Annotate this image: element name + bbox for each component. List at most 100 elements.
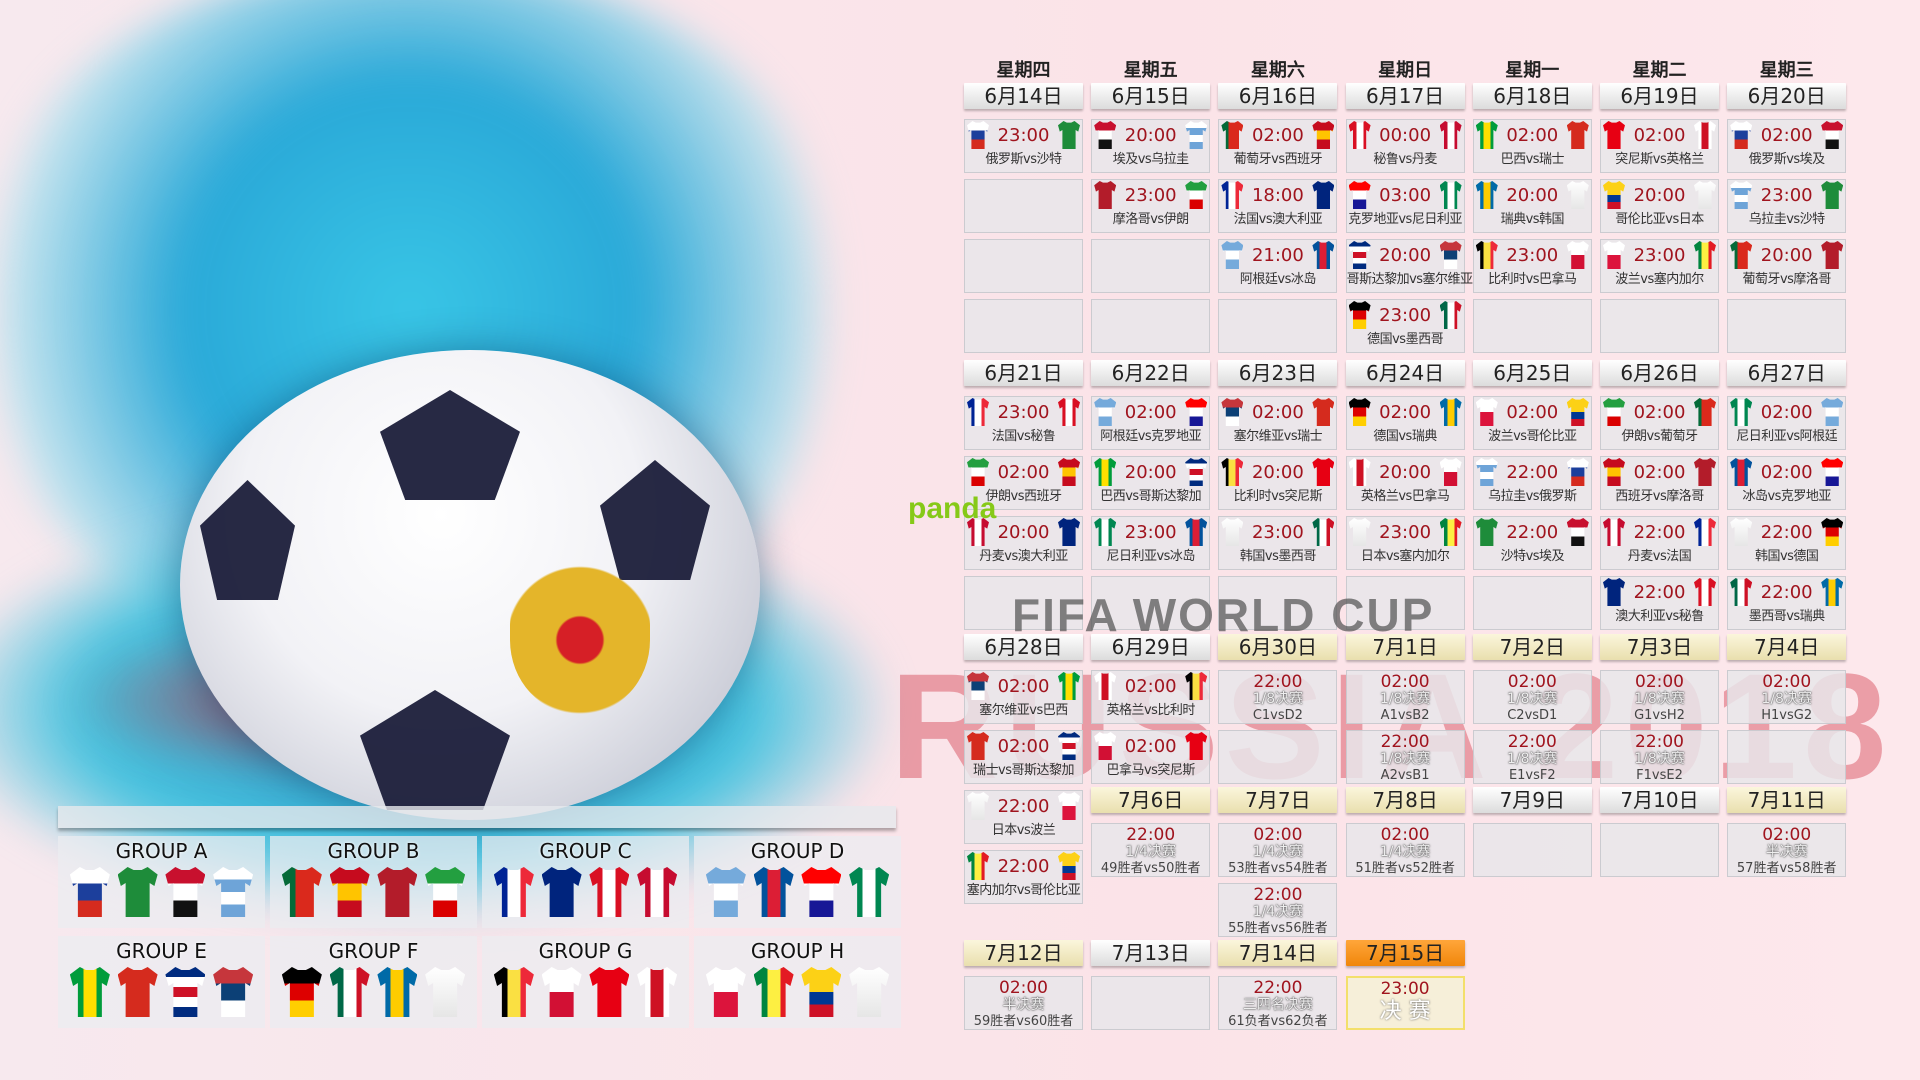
match-cell[interactable]: 02:00 1/4决赛 53胜者vs54胜者 — [1218, 823, 1338, 877]
match-cell[interactable]: 22:00 1/8决赛 C1vsD2 — [1218, 670, 1338, 724]
match-row: 20:00 — [965, 517, 1082, 547]
team-shirt-icon — [1312, 181, 1335, 209]
match-cell[interactable]: 23:00 德国vs墨西哥 — [1345, 299, 1465, 353]
match-cell[interactable]: 20:00 丹麦vs澳大利亚 — [964, 516, 1083, 570]
match-cell[interactable]: 02:00 巴西vs瑞士 — [1472, 119, 1592, 173]
match-cell[interactable]: 23:00 乌拉圭vs沙特 — [1727, 179, 1847, 233]
match-cell[interactable]: 02:00 伊朗vs葡萄牙 — [1600, 396, 1719, 450]
match-cell[interactable]: 23:00 决 赛 — [1345, 976, 1465, 1030]
match-cell[interactable]: 22:00 沙特vs埃及 — [1472, 516, 1592, 570]
empty-slot — [1600, 299, 1719, 353]
match-cell[interactable]: 22:00 1/4决赛 49胜者vs50胜者 — [1091, 823, 1211, 877]
team-shirt-icon — [1348, 518, 1371, 546]
match-teams: 俄罗斯vs埃及 — [1748, 152, 1825, 167]
match-cell[interactable]: 02:00 德国vs瑞典 — [1345, 396, 1465, 450]
empty-slot — [964, 179, 1083, 233]
match-cell[interactable]: 22:00 1/8决赛 F1vsE2 — [1600, 730, 1719, 784]
team-shirt-icon — [281, 867, 322, 917]
match-cell[interactable]: 02:00 波兰vs哥伦比亚 — [1472, 396, 1592, 450]
date-header: 6月21日 — [964, 360, 1083, 386]
match-time: 02:00 — [1633, 124, 1686, 146]
team-shirt-icon — [1730, 578, 1753, 606]
match-cell[interactable]: 02:00 半决赛 59胜者vs60胜者 — [964, 976, 1083, 1030]
match-cell[interactable]: 02:00 西班牙vs摩洛哥 — [1600, 456, 1719, 510]
match-teams: 哥斯达黎加vs塞尔维亚 — [1346, 272, 1473, 287]
match-cell[interactable]: 23:00 日本vs塞内加尔 — [1345, 516, 1465, 570]
match-cell[interactable]: 23:00 摩洛哥vs伊朗 — [1091, 179, 1211, 233]
match-cell[interactable]: 20:00 哥伦比亚vs日本 — [1600, 179, 1719, 233]
match-cell[interactable]: 02:00 巴拿马vs突尼斯 — [1091, 730, 1211, 784]
match-cell[interactable]: 23:00 俄罗斯vs沙特 — [964, 119, 1083, 173]
match-cell[interactable]: 21:00 阿根廷vs冰岛 — [1218, 239, 1338, 293]
match-cell[interactable]: 02:00 1/8决赛 A1vsB2 — [1345, 670, 1465, 724]
match-row: 20:00 — [1347, 457, 1464, 487]
team-shirt-icon — [1730, 241, 1753, 269]
match-cell[interactable]: 02:00 葡萄牙vs西班牙 — [1218, 119, 1338, 173]
match-teams: 冰岛vs克罗地亚 — [1742, 489, 1831, 504]
match-cell[interactable]: 02:00 1/8决赛 G1vsH2 — [1600, 670, 1719, 724]
match-cell[interactable]: 03:00 克罗地亚vs尼日利亚 — [1345, 179, 1465, 233]
match-cell[interactable]: 20:00 埃及vs乌拉圭 — [1091, 119, 1211, 173]
match-pairing: 57胜者vs58胜者 — [1736, 861, 1837, 876]
match-time: 02:00 — [1762, 825, 1812, 845]
match-cell[interactable]: 20:00 葡萄牙vs摩洛哥 — [1727, 239, 1847, 293]
match-cell[interactable]: 18:00 法国vs澳大利亚 — [1218, 179, 1338, 233]
match-cell[interactable]: 22:00 1/4决赛 55胜者vs56胜者 — [1218, 883, 1338, 937]
match-cell[interactable]: 22:00 三四名决赛 61负者vs62负者 — [1218, 976, 1338, 1030]
match-cell[interactable]: 22:00 日本vs波兰 — [964, 790, 1083, 844]
match-cell[interactable]: 22:00 墨西哥vs瑞典 — [1727, 576, 1847, 630]
match-cell[interactable]: 20:00 比利时vs突尼斯 — [1218, 456, 1338, 510]
match-cell[interactable]: 22:00 韩国vs德国 — [1727, 516, 1847, 570]
match-time: 20:00 — [1379, 461, 1432, 483]
match-cell[interactable]: 22:00 澳大利亚vs秘鲁 — [1600, 576, 1719, 630]
match-teams: 法国vs秘鲁 — [991, 429, 1056, 444]
empty-slot — [1091, 976, 1211, 1030]
team-shirt-icon — [1439, 301, 1462, 329]
match-cell[interactable]: 02:00 伊朗vs西班牙 — [964, 456, 1083, 510]
match-time: 20:00 — [1633, 184, 1686, 206]
match-cell[interactable]: 02:00 半决赛 57胜者vs58胜者 — [1727, 823, 1847, 877]
match-cell[interactable]: 02:00 英格兰vs比利时 — [1091, 670, 1211, 724]
match-cell[interactable]: 22:00 1/8决赛 A2vsB1 — [1345, 730, 1465, 784]
match-teams: 尼日利亚vs阿根廷 — [1736, 429, 1838, 444]
match-cell[interactable]: 02:00 俄罗斯vs埃及 — [1727, 119, 1847, 173]
match-time: 22:00 — [1506, 521, 1559, 543]
empty-slot — [1727, 730, 1847, 784]
match-cell[interactable]: 02:00 1/8决赛 H1vsG2 — [1727, 670, 1847, 724]
team-shirt-icon — [967, 458, 989, 486]
match-cell[interactable]: 02:00 阿根廷vs克罗地亚 — [1091, 396, 1211, 450]
team-shirt-icon — [1603, 181, 1625, 209]
match-cell[interactable]: 20:00 哥斯达黎加vs塞尔维亚 — [1345, 239, 1473, 293]
match-stage: 半决赛 — [1765, 844, 1808, 860]
match-cell[interactable]: 20:00 巴西vs哥斯达黎加 — [1091, 456, 1211, 510]
match-cell[interactable]: 23:00 比利时vs巴拿马 — [1472, 239, 1592, 293]
match-cell[interactable]: 23:00 波兰vs塞内加尔 — [1600, 239, 1719, 293]
match-cell[interactable]: 02:00 塞尔维亚vs瑞士 — [1218, 396, 1338, 450]
match-cell[interactable]: 02:00 塞尔维亚vs巴西 — [964, 670, 1083, 724]
team-shirt-icon — [541, 967, 582, 1017]
match-cell[interactable]: 00:00 秘鲁vs丹麦 — [1345, 119, 1465, 173]
match-cell[interactable]: 22:00 塞内加尔vs哥伦比亚 — [964, 850, 1083, 904]
match-cell[interactable]: 20:00 英格兰vs巴拿马 — [1345, 456, 1465, 510]
team-shirt-icon — [1185, 518, 1208, 546]
match-time: 02:00 — [1506, 124, 1559, 146]
match-teams: 俄罗斯vs沙特 — [985, 152, 1062, 167]
match-cell[interactable]: 23:00 韩国vs墨西哥 — [1218, 516, 1338, 570]
match-cell[interactable]: 02:00 1/8决赛 C2vsD1 — [1472, 670, 1592, 724]
match-cell[interactable]: 23:00 法国vs秘鲁 — [964, 396, 1083, 450]
match-cell[interactable]: 02:00 突尼斯vs英格兰 — [1600, 119, 1719, 173]
group-card: GROUP D — [694, 836, 901, 928]
match-cell[interactable]: 23:00 尼日利亚vs冰岛 — [1091, 516, 1211, 570]
match-cell[interactable]: 22:00 乌拉圭vs俄罗斯 — [1472, 456, 1592, 510]
team-shirt-icon — [801, 867, 842, 917]
match-cell[interactable]: 02:00 冰岛vs克罗地亚 — [1727, 456, 1847, 510]
date-header: 7月3日 — [1600, 634, 1719, 660]
match-cell[interactable]: 02:00 尼日利亚vs阿根廷 — [1727, 396, 1847, 450]
match-cell[interactable]: 02:00 瑞士vs哥斯达黎加 — [964, 730, 1083, 784]
match-cell[interactable]: 20:00 瑞典vs韩国 — [1472, 179, 1592, 233]
group-name: GROUP A — [115, 839, 208, 863]
match-cell[interactable]: 22:00 1/8决赛 E1vsF2 — [1472, 730, 1592, 784]
match-cell[interactable]: 02:00 1/4决赛 51胜者vs52胜者 — [1345, 823, 1465, 877]
team-shirt-icon — [967, 398, 989, 426]
match-cell[interactable]: 22:00 丹麦vs法国 — [1600, 516, 1719, 570]
